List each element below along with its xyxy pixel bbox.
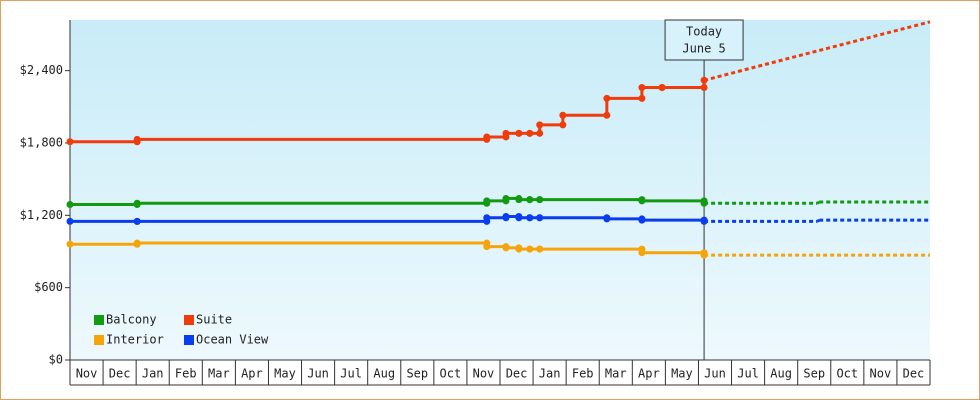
point-start: [515, 129, 523, 137]
point: [66, 138, 74, 146]
point: [638, 84, 646, 92]
legend-swatch: [94, 335, 104, 345]
point-start: [700, 216, 708, 224]
x-tick-label: Nov: [870, 367, 892, 381]
point-start: [483, 239, 491, 247]
point-start: [133, 240, 141, 248]
point-start: [700, 84, 708, 92]
point-start: [638, 215, 646, 223]
legend-swatch: [94, 315, 104, 325]
point-start: [536, 245, 544, 253]
x-tick-label: Nov: [76, 367, 98, 381]
forecast-line: [703, 20, 931, 82]
x-tick-label: Apr: [241, 367, 263, 381]
point-start: [502, 214, 510, 222]
point-start: [658, 84, 666, 92]
point: [700, 76, 708, 84]
today-label: Today: [686, 25, 722, 39]
x-tick-label: Jun: [307, 367, 329, 381]
point-start: [483, 199, 491, 207]
point-start: [483, 217, 491, 225]
point: [603, 94, 611, 102]
x-tick-label: Sep: [406, 367, 428, 381]
x-tick-label: Dec: [109, 367, 131, 381]
point-start: [700, 197, 708, 205]
x-tick-label: May: [671, 367, 693, 381]
x-tick-label: Jul: [340, 367, 362, 381]
x-tick-label: Dec: [506, 367, 528, 381]
legend-swatch: [184, 315, 194, 325]
point-start: [526, 196, 534, 204]
forecast-line: [816, 218, 821, 223]
x-tick-label: Nov: [473, 367, 495, 381]
point-start: [483, 135, 491, 143]
today-box: [664, 19, 744, 61]
legend-label: Suite: [196, 313, 232, 327]
legend-label: Balcony: [106, 313, 157, 327]
point-start: [502, 197, 510, 205]
point-start: [559, 121, 567, 129]
point-start: [603, 214, 611, 222]
point-start: [502, 243, 510, 251]
x-tick-label: Oct: [440, 367, 462, 381]
point-start: [133, 217, 141, 225]
x-tick-label: Dec: [903, 367, 925, 381]
y-tick-label: $0: [49, 353, 63, 367]
point-start: [526, 214, 534, 222]
x-tick-label: Apr: [638, 367, 660, 381]
x-tick-label: Jul: [737, 367, 759, 381]
forecast-line: [816, 200, 821, 205]
point-start: [515, 213, 523, 221]
x-tick-label: Mar: [605, 367, 627, 381]
point: [66, 240, 74, 248]
point: [559, 111, 567, 119]
x-tick-label: May: [274, 367, 296, 381]
legend-swatch: [184, 335, 194, 345]
y-tick-label: $1,800: [20, 135, 63, 149]
point: [66, 200, 74, 208]
point-start: [515, 244, 523, 252]
x-tick-label: Sep: [803, 367, 825, 381]
x-tick-label: Feb: [175, 367, 197, 381]
y-tick-label: $2,400: [20, 63, 63, 77]
x-tick-label: Aug: [373, 367, 395, 381]
point-start: [536, 196, 544, 204]
point-start: [133, 138, 141, 146]
point-start: [515, 194, 523, 202]
x-tick-label: Jan: [539, 367, 561, 381]
point-start: [502, 133, 510, 141]
x-tick-label: Oct: [836, 367, 858, 381]
today-label: June 5: [682, 42, 725, 56]
x-tick-label: Mar: [208, 367, 230, 381]
x-tick-label: Jun: [704, 367, 726, 381]
y-tick-label: $1,200: [20, 208, 63, 222]
point: [66, 217, 74, 225]
plot-area: [70, 20, 930, 360]
x-tick-label: Jan: [142, 367, 164, 381]
point-start: [638, 94, 646, 102]
point: [536, 121, 544, 129]
point-start: [536, 129, 544, 137]
point-start: [700, 249, 708, 257]
point-start: [638, 196, 646, 204]
point-start: [536, 214, 544, 222]
y-tick-label: $600: [34, 280, 63, 294]
point-start: [133, 200, 141, 208]
point-start: [526, 245, 534, 253]
x-tick-label: Aug: [770, 367, 792, 381]
point-start: [603, 111, 611, 119]
legend-label: Ocean View: [196, 333, 269, 347]
legend-label: Interior: [106, 333, 164, 347]
x-tick-label: Feb: [572, 367, 594, 381]
point-start: [526, 129, 534, 137]
point-start: [638, 245, 646, 253]
